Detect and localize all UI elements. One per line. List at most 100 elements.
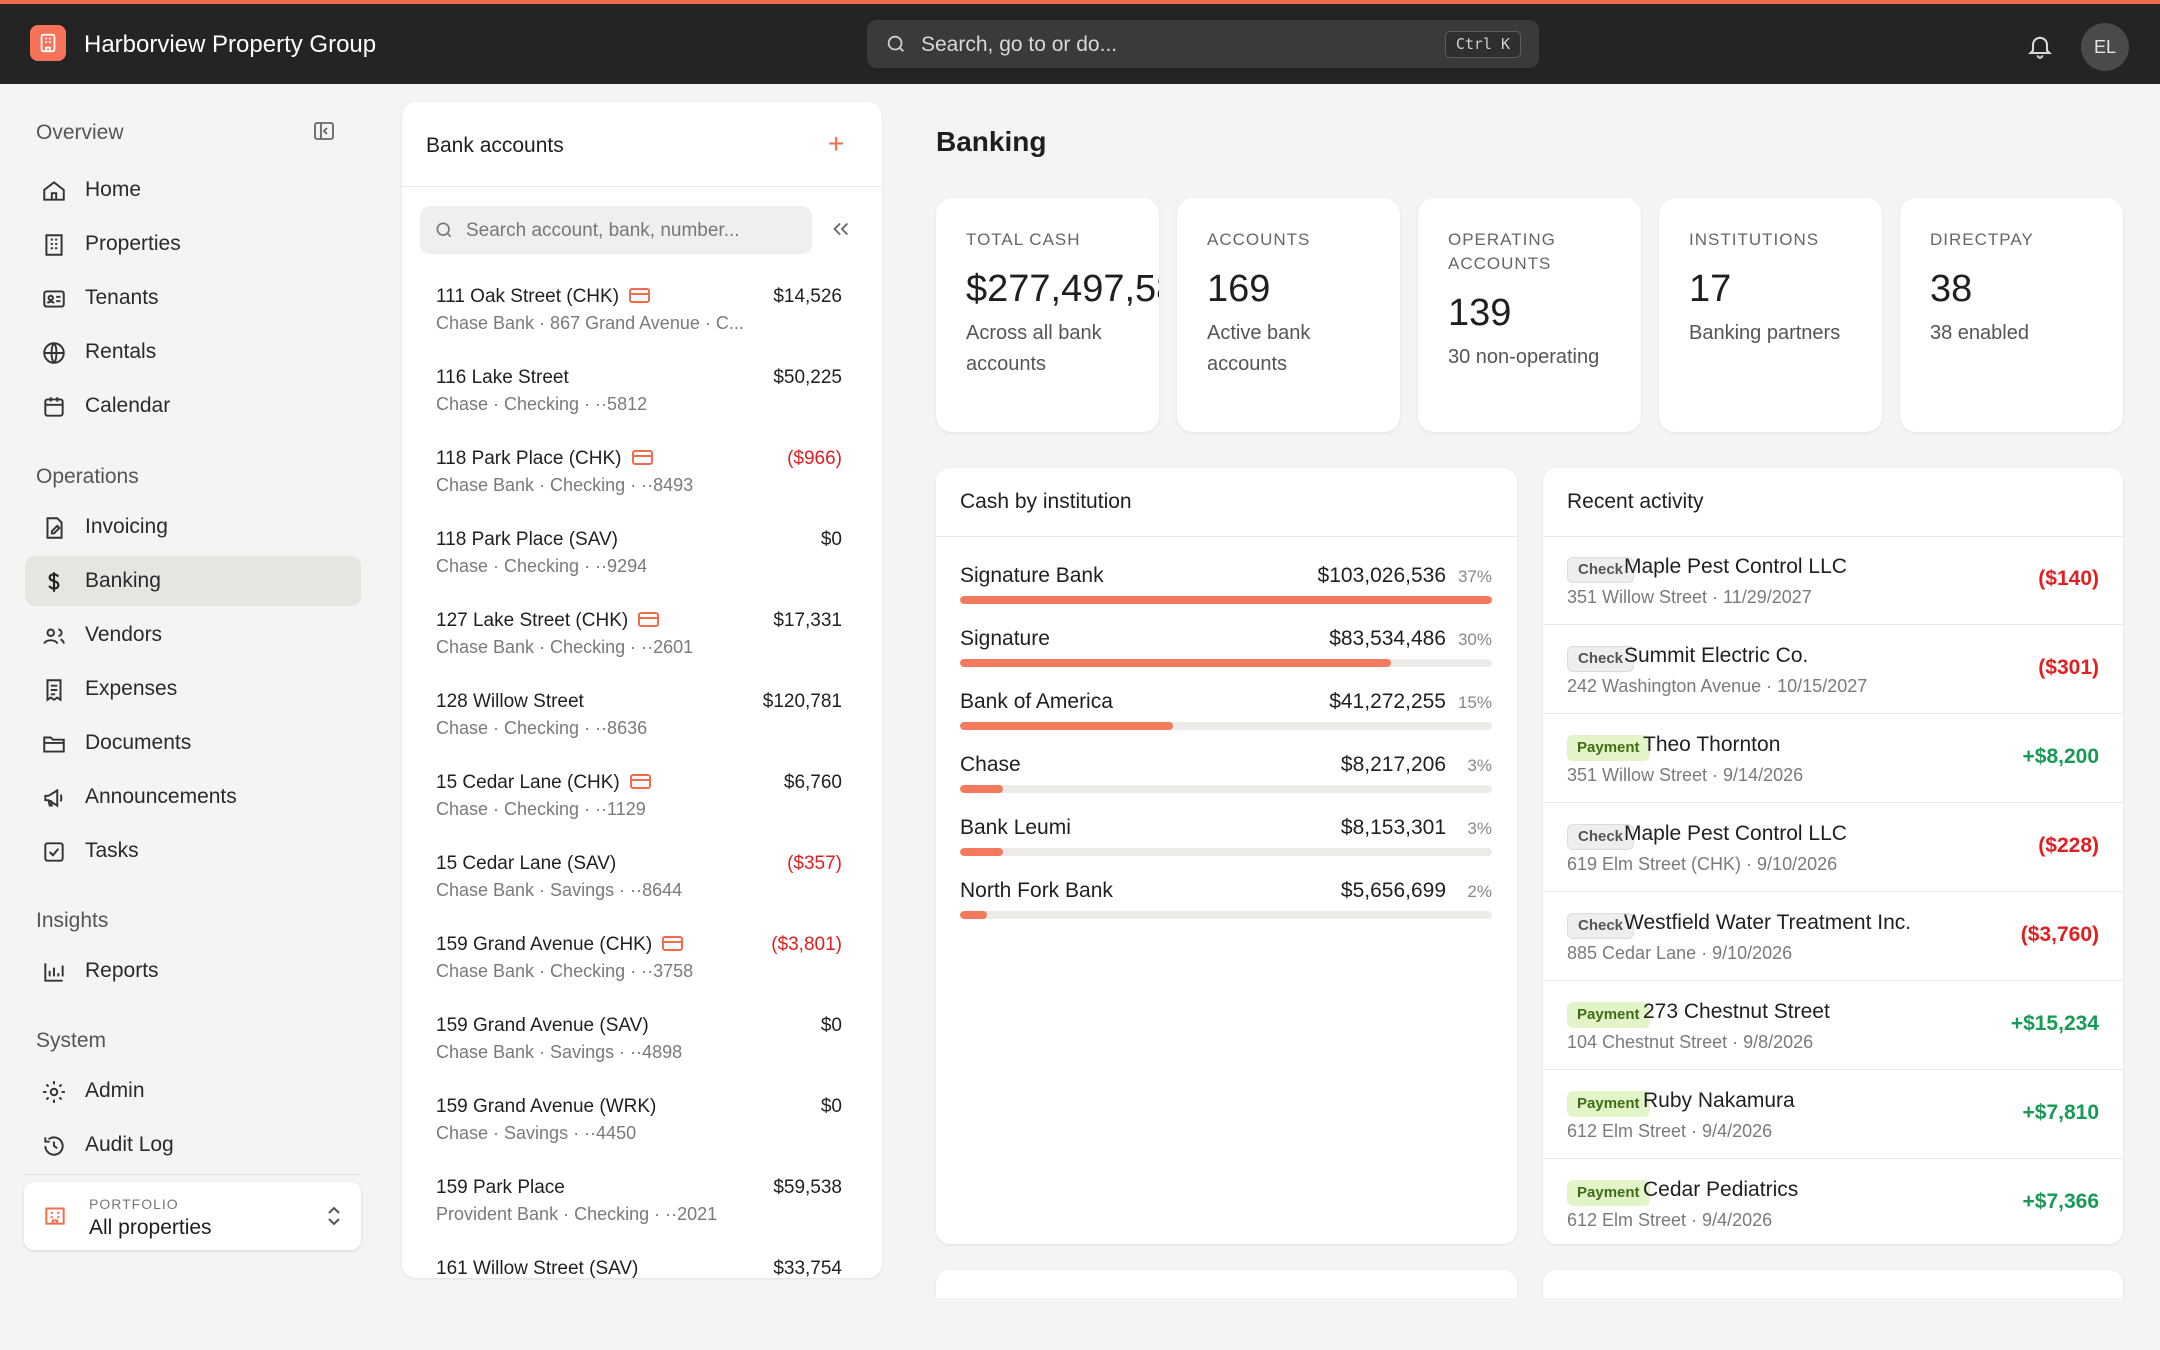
collapse-panel-icon[interactable] bbox=[830, 218, 852, 240]
account-row[interactable]: 15 Cedar Lane (SAV) ($357) Chase Bank · Sa… bbox=[402, 853, 882, 934]
sidebar-item-audit-log[interactable]: Audit Log bbox=[25, 1120, 361, 1170]
institution-name: Chase bbox=[960, 753, 1021, 776]
activity-row[interactable]: Check Summit Electric Co. 242 Washington A… bbox=[1543, 626, 2123, 714]
sidebar-item-invoicing[interactable]: Invoicing bbox=[25, 502, 361, 552]
card-title: Cash by institution bbox=[960, 490, 1132, 513]
credit-card-icon bbox=[631, 450, 653, 465]
users-icon bbox=[43, 628, 65, 645]
account-balance: $33,754 bbox=[773, 1258, 842, 1278]
stat-caption: INSTITUTIONS bbox=[1689, 230, 1820, 249]
sidebar-item-properties[interactable]: Properties bbox=[25, 219, 361, 269]
sidebar-item-reports[interactable]: Reports bbox=[25, 946, 361, 996]
sidebar: Overview Home Properties Tenants Rentals… bbox=[0, 84, 385, 1350]
activity-row[interactable]: Check Westfield Water Treatment Inc. 885 C… bbox=[1543, 893, 2123, 981]
institution-row[interactable]: Bank of America $41,272,255 15% bbox=[960, 690, 1492, 746]
account-row[interactable]: 159 Park Place $59,538 Provident Bank · Ch… bbox=[402, 1177, 882, 1258]
institution-row[interactable]: Signature $83,534,486 30% bbox=[960, 627, 1492, 683]
sidebar-item-label: Calendar bbox=[85, 394, 171, 417]
institution-percent: 15% bbox=[1457, 693, 1492, 712]
activity-amount: +$8,200 bbox=[2022, 745, 2100, 768]
account-row[interactable]: 128 Willow Street $120,781 Chase · Checkin… bbox=[402, 691, 882, 772]
account-row[interactable]: 15 Cedar Lane (CHK) $6,760 Chase · Checkin… bbox=[402, 772, 882, 853]
credit-card-icon bbox=[629, 774, 651, 789]
sidebar-item-calendar[interactable]: Calendar bbox=[25, 381, 361, 431]
sidebar-item-tasks[interactable]: Tasks bbox=[25, 826, 361, 876]
account-row[interactable]: 118 Park Place (CHK) ($966) Chase Bank · C… bbox=[402, 448, 882, 529]
institution-percent: 2% bbox=[1467, 882, 1492, 901]
sidebar-item-label: Documents bbox=[85, 731, 192, 754]
account-details: Chase · Savings · ··4450 bbox=[436, 1123, 637, 1143]
add-account-button[interactable]: + bbox=[828, 128, 845, 159]
activity-row[interactable]: Check Maple Pest Control LLC 351 Willow St… bbox=[1543, 537, 2123, 625]
account-row[interactable]: 116 Lake Street $50,225 Chase · Checking ·… bbox=[402, 367, 882, 448]
sidebar-divider bbox=[24, 1174, 361, 1175]
account-balance: $0 bbox=[820, 1096, 842, 1117]
sidebar-item-vendors[interactable]: Vendors bbox=[25, 610, 361, 660]
stat-card-total-cash: TOTAL CASH $277,497,580 Across all bank … bbox=[936, 198, 1159, 432]
id-card-icon bbox=[43, 290, 65, 308]
account-name: 159 Grand Avenue (CHK) bbox=[436, 934, 684, 956]
sidebar-item-home[interactable]: Home bbox=[25, 165, 361, 215]
scroll-edge bbox=[920, 1298, 2160, 1350]
sidebar-item-admin[interactable]: Admin bbox=[25, 1066, 361, 1116]
sidebar-item-label: Reports bbox=[85, 959, 159, 982]
top-bar: Harborview Property Group Search, go to … bbox=[0, 0, 2160, 84]
activity-row[interactable]: Payment Ruby Nakamura 612 Elm Street · 9/4… bbox=[1543, 1071, 2123, 1159]
activity-row[interactable]: Payment Cedar Pediatrics 612 Elm Street · … bbox=[1543, 1160, 2123, 1244]
activity-row[interactable]: Payment Theo Thornton 351 Willow Street · … bbox=[1543, 715, 2123, 803]
bell-icon[interactable] bbox=[2026, 32, 2054, 60]
bar-chart-icon bbox=[44, 963, 64, 982]
share-bar-track bbox=[960, 848, 1492, 856]
megaphone-icon bbox=[44, 788, 63, 808]
account-balance: ($3,801) bbox=[771, 934, 842, 955]
account-row[interactable]: 161 Willow Street (SAV) $33,754 bbox=[402, 1258, 882, 1278]
institution-row[interactable]: Signature Bank $103,026,536 37% bbox=[960, 564, 1492, 620]
account-balance: $6,760 bbox=[783, 772, 842, 793]
account-search-input[interactable]: Search account, bank, number... bbox=[420, 206, 812, 254]
institution-amount: $8,153,301 bbox=[1340, 816, 1446, 839]
transaction-type-badge: Check bbox=[1567, 557, 1635, 583]
sidebar-item-expenses[interactable]: Expenses bbox=[25, 664, 361, 714]
account-row[interactable]: 127 Lake Street (CHK) $17,331 Chase Bank ·… bbox=[402, 610, 882, 691]
institution-row[interactable]: Bank Leumi $8,153,301 3% bbox=[960, 816, 1492, 872]
account-name-text: 111 Oak Street (CHK) bbox=[436, 286, 620, 307]
account-row[interactable]: 159 Grand Avenue (SAV) $0 Chase Bank · Sav… bbox=[402, 1015, 882, 1096]
sidebar-item-banking[interactable]: Banking bbox=[25, 556, 361, 606]
institution-amount: $103,026,536 bbox=[1317, 564, 1446, 587]
sidebar-item-label: Vendors bbox=[85, 623, 163, 646]
sidebar-collapse-icon[interactable] bbox=[312, 119, 336, 143]
activity-amount: ($228) bbox=[2038, 834, 2099, 857]
sidebar-item-announcements[interactable]: Announcements bbox=[25, 772, 361, 822]
transaction-type-badge: Check bbox=[1567, 824, 1635, 850]
account-row[interactable]: 159 Grand Avenue (CHK) ($3,801) Chase Bank… bbox=[402, 934, 882, 1015]
account-name: 118 Park Place (CHK) bbox=[436, 448, 653, 470]
sidebar-item-tenants[interactable]: Tenants bbox=[25, 273, 361, 323]
gear-icon bbox=[43, 1081, 65, 1103]
activity-meta: 612 Elm Street · 9/4/2026 bbox=[1567, 1121, 1773, 1141]
portfolio-selector[interactable]: PORTFOLIO All properties bbox=[24, 1182, 361, 1250]
share-bar-fill bbox=[960, 596, 1492, 604]
app-logo-icon[interactable] bbox=[30, 25, 66, 61]
activity-meta: 351 Willow Street · 11/29/2027 bbox=[1567, 587, 1812, 607]
portfolio-caption: PORTFOLIO bbox=[89, 1196, 179, 1212]
sidebar-item-rentals[interactable]: Rentals bbox=[25, 327, 361, 377]
chevron-up-down-icon bbox=[328, 1206, 340, 1226]
activity-amount: ($3,760) bbox=[2020, 923, 2099, 946]
activity-party: Ruby Nakamura bbox=[1643, 1089, 1795, 1112]
activity-party: Theo Thornton bbox=[1643, 733, 1781, 756]
account-row[interactable]: 111 Oak Street (CHK) $14,526 Chase Bank · … bbox=[402, 286, 882, 367]
sidebar-item-documents[interactable]: Documents bbox=[25, 718, 361, 768]
account-name-text: 118 Park Place (CHK) bbox=[436, 448, 622, 469]
institution-row[interactable]: North Fork Bank $5,656,699 2% bbox=[960, 879, 1492, 935]
activity-row[interactable]: Check Maple Pest Control LLC 619 Elm Stree… bbox=[1543, 804, 2123, 892]
global-search-input[interactable]: Search, go to or do... Ctrl K bbox=[867, 20, 1539, 68]
activity-row[interactable]: Payment 273 Chestnut Street 104 Chestnut S… bbox=[1543, 982, 2123, 1070]
account-row[interactable]: 118 Park Place (SAV) $0 Chase · Checking ·… bbox=[402, 529, 882, 610]
user-avatar[interactable]: EL bbox=[2081, 23, 2129, 71]
stat-caption: OPERATING ACCOUNTS bbox=[1448, 230, 1556, 273]
account-row[interactable]: 159 Grand Avenue (WRK) $0 Chase · Savings … bbox=[402, 1096, 882, 1177]
stat-description: 38 enabled bbox=[1930, 322, 2029, 344]
account-balance: $59,538 bbox=[773, 1177, 842, 1198]
institution-row[interactable]: Chase $8,217,206 3% bbox=[960, 753, 1492, 809]
section-title-system: System bbox=[36, 1029, 107, 1052]
